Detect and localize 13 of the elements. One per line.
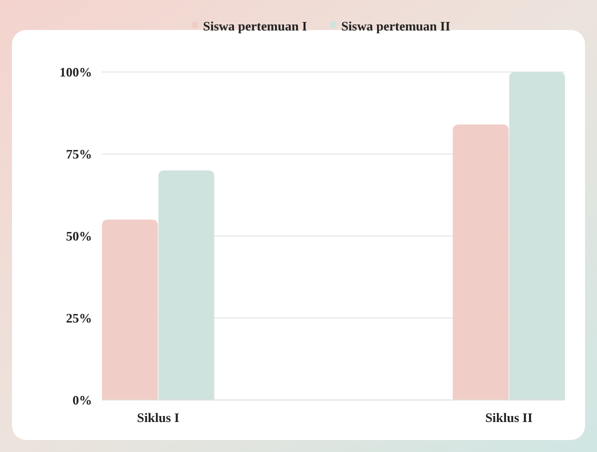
bar: [509, 72, 565, 400]
x-tick-label: Siklus I: [136, 410, 180, 425]
bar: [158, 170, 214, 400]
y-tick-label: 75%: [66, 146, 92, 162]
y-tick-label: 0%: [72, 392, 92, 408]
y-tick-label: 50%: [66, 228, 92, 244]
x-tick-label: Siklus II: [485, 410, 533, 425]
bar: [452, 124, 509, 400]
legend-label: Siswa pertemuan I: [203, 18, 308, 34]
bar: [102, 220, 158, 400]
legend-label: Siswa pertemuan II: [341, 18, 450, 34]
y-tick-label: 25%: [66, 310, 92, 326]
y-tick-label: 100%: [60, 64, 92, 80]
